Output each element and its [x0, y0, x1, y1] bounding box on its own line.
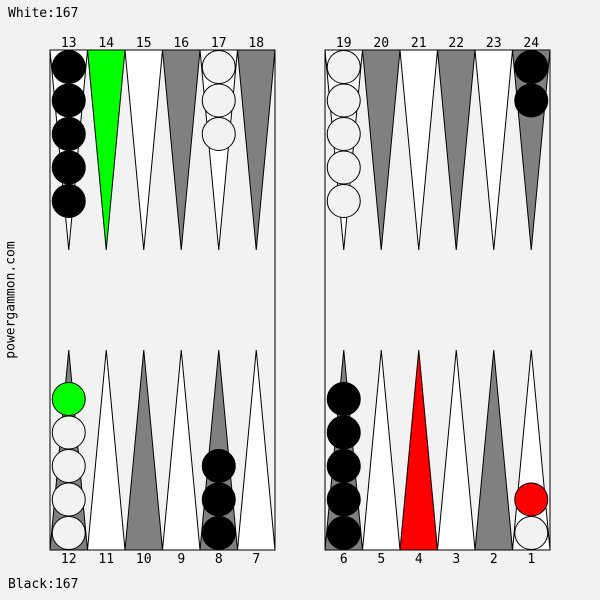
board-half-left	[49, 49, 276, 551]
checker-white-point-12[interactable]	[51, 449, 86, 483]
checker-black-point-6[interactable]	[326, 449, 361, 483]
checker-black-point-6[interactable]	[326, 382, 361, 416]
point-22[interactable]	[436, 49, 476, 251]
point-14[interactable]	[86, 49, 126, 251]
checker-black-point-24[interactable]	[514, 83, 549, 118]
board-frames	[49, 49, 551, 551]
point-label-3: 3	[452, 552, 460, 567]
checker-white-point-19[interactable]	[326, 117, 361, 151]
checker-black-point-8[interactable]	[201, 449, 236, 483]
point-15[interactable]	[124, 49, 164, 251]
point-10[interactable]	[124, 349, 164, 551]
checker-white-point-17[interactable]	[201, 83, 236, 118]
point-label-22: 22	[448, 36, 464, 51]
checker-black-point-8[interactable]	[201, 516, 236, 550]
point-label-9: 9	[177, 552, 185, 567]
checker-white-point-12[interactable]	[51, 415, 86, 450]
point-label-2: 2	[490, 552, 498, 567]
point-label-24: 24	[523, 36, 539, 51]
checker-white-point-12[interactable]	[51, 516, 86, 550]
point-16[interactable]	[161, 49, 201, 251]
point-label-14: 14	[98, 36, 114, 51]
point-20[interactable]	[361, 49, 401, 251]
point-label-12: 12	[61, 552, 77, 567]
point-3[interactable]	[436, 349, 476, 551]
checker-black-point-24[interactable]	[514, 50, 549, 84]
point-label-11: 11	[98, 552, 114, 567]
point-label-10: 10	[136, 552, 152, 567]
point-5[interactable]	[361, 349, 401, 551]
checker-black-point-8[interactable]	[201, 482, 236, 517]
point-7[interactable]	[236, 349, 276, 551]
checker-black-point-13[interactable]	[51, 117, 86, 151]
checker-white-point-17[interactable]	[201, 117, 236, 151]
checkers-layer	[51, 50, 549, 550]
point-18[interactable]	[236, 49, 276, 251]
point-label-1: 1	[527, 552, 535, 567]
checker-red-point-1[interactable]	[514, 482, 549, 517]
point-label-23: 23	[486, 36, 502, 51]
point-label-16: 16	[173, 36, 189, 51]
board-half-right	[324, 49, 551, 551]
point-4[interactable]	[399, 349, 439, 551]
checker-black-point-13[interactable]	[51, 83, 86, 118]
white-score: White:167	[8, 6, 79, 21]
point-label-17: 17	[211, 36, 227, 51]
point-2[interactable]	[474, 349, 514, 551]
black-score: Black:167	[8, 577, 79, 592]
point-23[interactable]	[474, 49, 514, 251]
point-label-4: 4	[415, 552, 423, 567]
point-label-20: 20	[373, 36, 389, 51]
point-21[interactable]	[399, 49, 439, 251]
checker-green-point-12[interactable]	[51, 382, 86, 416]
checker-black-point-13[interactable]	[51, 50, 86, 84]
point-label-8: 8	[215, 552, 223, 567]
checker-white-point-12[interactable]	[51, 482, 86, 517]
checker-black-point-13[interactable]	[51, 150, 86, 185]
point-label-18: 18	[248, 36, 264, 51]
checker-black-point-6[interactable]	[326, 482, 361, 517]
point-9[interactable]	[161, 349, 201, 551]
checker-white-point-1[interactable]	[514, 516, 549, 550]
point-label-13: 13	[61, 36, 77, 51]
checker-white-point-19[interactable]	[326, 150, 361, 185]
checker-white-point-19[interactable]	[326, 83, 361, 118]
point-label-15: 15	[136, 36, 152, 51]
point-label-5: 5	[377, 552, 385, 567]
point-label-7: 7	[252, 552, 260, 567]
checker-white-point-17[interactable]	[201, 50, 236, 84]
point-label-6: 6	[340, 552, 348, 567]
checker-black-point-6[interactable]	[326, 415, 361, 450]
checker-white-point-19[interactable]	[326, 184, 361, 218]
checker-white-point-19[interactable]	[326, 50, 361, 84]
point-label-21: 21	[411, 36, 427, 51]
point-11[interactable]	[86, 349, 126, 551]
point-label-19: 19	[336, 36, 352, 51]
checker-black-point-13[interactable]	[51, 184, 86, 218]
checker-black-point-6[interactable]	[326, 516, 361, 550]
